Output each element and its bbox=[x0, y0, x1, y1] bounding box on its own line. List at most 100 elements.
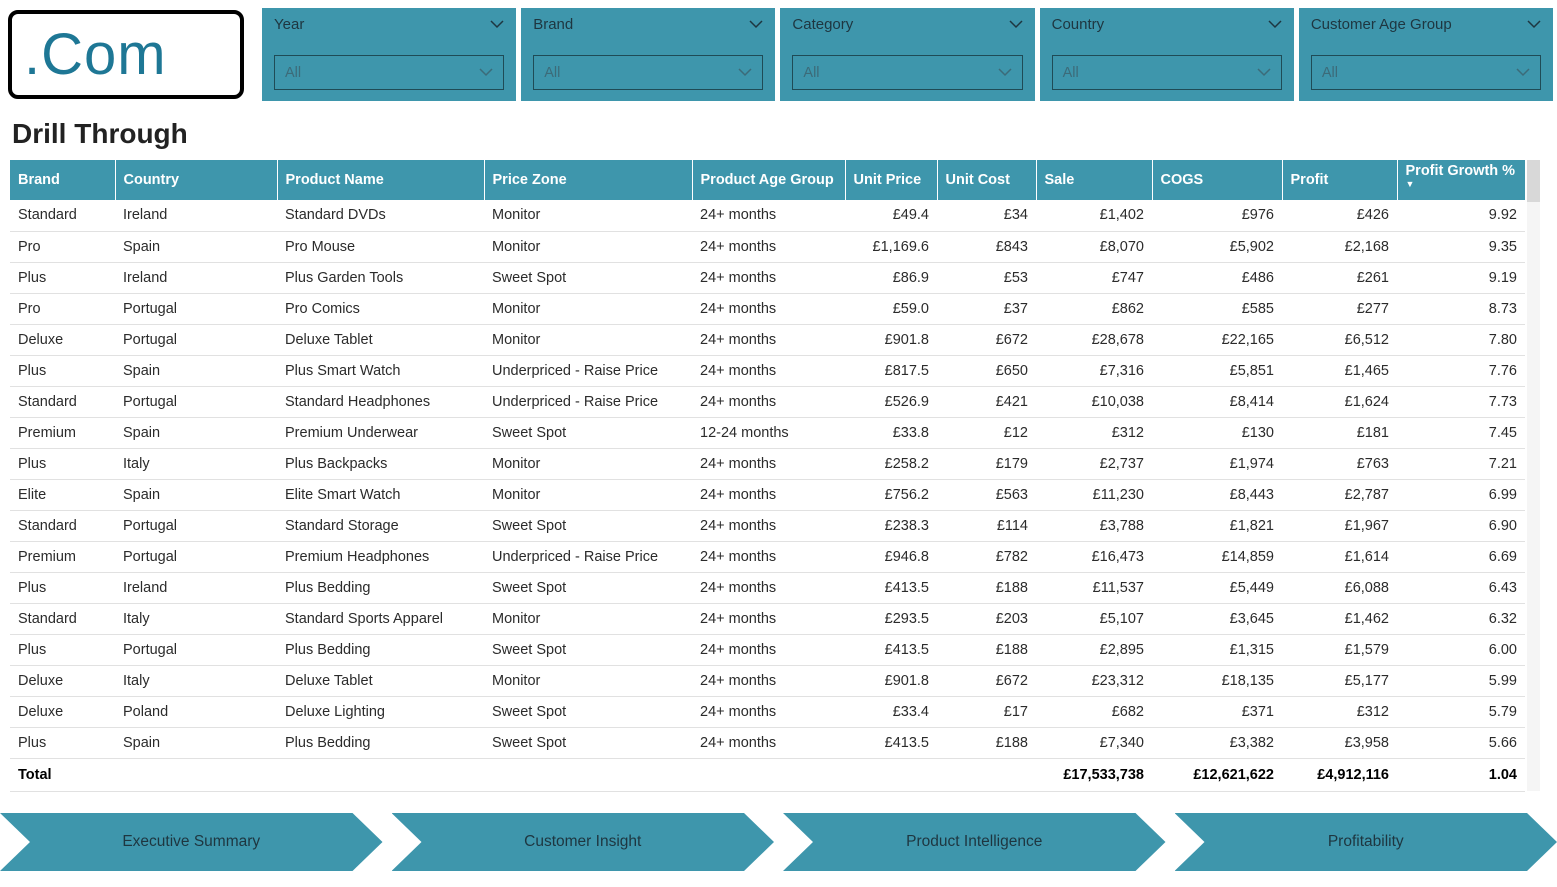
nav-bar: Executive Summary Customer Insight Produ… bbox=[0, 813, 1557, 871]
slicer-brand: Brand All bbox=[521, 8, 776, 101]
page-title: Drill Through bbox=[12, 118, 188, 149]
cell-product-name: Premium Headphones bbox=[277, 541, 484, 573]
chevron-down-icon[interactable] bbox=[749, 20, 763, 29]
slicer-year-dropdown[interactable]: All bbox=[274, 55, 505, 90]
cell-price-zone: Sweet Spot bbox=[484, 417, 692, 449]
cell-product-name: Premium Underwear bbox=[277, 417, 484, 449]
cell-sale: £1,402 bbox=[1036, 200, 1152, 232]
cell-brand: Plus bbox=[10, 634, 115, 666]
cell-country: Ireland bbox=[115, 200, 277, 232]
cell-profit: £1,967 bbox=[1282, 510, 1397, 542]
table-header-row: Brand Country Product Name Price Zone Pr… bbox=[10, 160, 1525, 200]
nav-executive-summary[interactable]: Executive Summary bbox=[0, 813, 383, 871]
slicer-country-dropdown[interactable]: All bbox=[1051, 55, 1282, 90]
sort-desc-icon: ▼ bbox=[1405, 179, 1415, 189]
col-unit-cost[interactable]: Unit Cost bbox=[937, 160, 1037, 200]
cell-profit-growth: 9.19 bbox=[1397, 262, 1525, 294]
slicer-brand-dropdown[interactable]: All bbox=[533, 55, 764, 90]
cell-price-zone: Sweet Spot bbox=[484, 262, 692, 294]
slicer-country-header[interactable]: Country bbox=[1052, 16, 1282, 33]
cell-cogs: £5,851 bbox=[1152, 355, 1282, 387]
table-row[interactable]: Deluxe Poland Deluxe Lighting Sweet Spot 24+… bbox=[10, 696, 1525, 728]
cell-sale: £11,537 bbox=[1036, 572, 1152, 604]
col-unit-price[interactable]: Unit Price bbox=[845, 160, 938, 200]
cell-unit-cost: £17 bbox=[937, 696, 1036, 728]
cell-cogs: £1,974 bbox=[1152, 448, 1282, 480]
table-row[interactable]: Deluxe Portugal Deluxe Tablet Monitor 24+ mo… bbox=[10, 324, 1525, 356]
col-sale[interactable]: Sale bbox=[1036, 160, 1153, 200]
cell-unit-cost: £53 bbox=[937, 262, 1036, 294]
cell-profit: £277 bbox=[1282, 293, 1397, 325]
nav-product-intelligence[interactable]: Product Intelligence bbox=[783, 813, 1166, 871]
table-row[interactable]: Standard Portugal Standard Headphones Under… bbox=[10, 386, 1525, 418]
cell-country: Portugal bbox=[115, 293, 277, 325]
chevron-down-icon[interactable] bbox=[1268, 20, 1282, 29]
cell-price-zone: Underpriced - Raise Price bbox=[484, 355, 692, 387]
drill-through-table: Brand Country Product Name Price Zone Pr… bbox=[10, 160, 1525, 792]
table-row[interactable]: Pro Portugal Pro Comics Monitor 24+ months £5… bbox=[10, 293, 1525, 325]
cell-sale: £28,678 bbox=[1036, 324, 1152, 356]
cell-unit-price: £901.8 bbox=[845, 665, 937, 697]
cell-unit-price: £258.2 bbox=[845, 448, 937, 480]
table-body: Standard Ireland Standard DVDs Monitor 24+ m… bbox=[10, 200, 1525, 759]
cell-sale: £862 bbox=[1036, 293, 1152, 325]
cell-cogs: £1,315 bbox=[1152, 634, 1282, 666]
cell-product-name: Plus Bedding bbox=[277, 727, 484, 759]
table-row[interactable]: Elite Spain Elite Smart Watch Monitor 24+ mo… bbox=[10, 479, 1525, 511]
table-row[interactable]: Premium Spain Premium Underwear Sweet Spot 1… bbox=[10, 417, 1525, 449]
chevron-down-icon[interactable] bbox=[490, 20, 504, 29]
cell-product-name: Elite Smart Watch bbox=[277, 479, 484, 511]
cell-product-age-group: 24+ months bbox=[692, 665, 845, 697]
cell-country: Italy bbox=[115, 448, 277, 480]
cell-cogs: £14,859 bbox=[1152, 541, 1282, 573]
nav-customer-insight[interactable]: Customer Insight bbox=[392, 813, 775, 871]
table-row[interactable]: Deluxe Italy Deluxe Tablet Monitor 24+ month… bbox=[10, 665, 1525, 697]
cell-product-age-group: 24+ months bbox=[692, 262, 845, 294]
chevron-down-icon[interactable] bbox=[1527, 20, 1541, 29]
slicer-customer-age-group-dropdown[interactable]: All bbox=[1310, 55, 1542, 90]
table-row[interactable]: Standard Italy Standard Sports Apparel Moni… bbox=[10, 603, 1525, 635]
col-brand[interactable]: Brand bbox=[10, 160, 116, 200]
col-product-age-group[interactable]: Product Age Group bbox=[692, 160, 846, 200]
nav-profitability[interactable]: Profitability bbox=[1175, 813, 1557, 871]
cell-product-age-group: 24+ months bbox=[692, 355, 845, 387]
col-price-zone[interactable]: Price Zone bbox=[484, 160, 693, 200]
cell-product-age-group: 12-24 months bbox=[692, 417, 845, 449]
slicer-category-header[interactable]: Category bbox=[792, 16, 1023, 33]
nav-label: Customer Insight bbox=[524, 833, 642, 850]
cell-product-age-group: 24+ months bbox=[692, 386, 845, 418]
cell-product-name: Deluxe Lighting bbox=[277, 696, 484, 728]
slicer-category-dropdown[interactable]: All bbox=[792, 55, 1023, 90]
cell-product-name: Plus Bedding bbox=[277, 572, 484, 604]
slicer-year-header[interactable]: Year bbox=[274, 16, 504, 33]
col-cogs[interactable]: COGS bbox=[1152, 160, 1283, 200]
table-row[interactable]: Plus Ireland Plus Bedding Sweet Spot 24+ mon… bbox=[10, 572, 1525, 604]
col-profit-growth[interactable]: Profit Growth % ▼ bbox=[1397, 160, 1525, 200]
table-row[interactable]: Plus Spain Plus Bedding Sweet Spot 24+ month… bbox=[10, 727, 1525, 759]
scrollbar-thumb[interactable] bbox=[1527, 160, 1540, 202]
cell-country: Portugal bbox=[115, 634, 277, 666]
table-row[interactable]: Premium Portugal Premium Headphones Underpr… bbox=[10, 541, 1525, 573]
table-row[interactable]: Plus Portugal Plus Bedding Sweet Spot 24+ mo… bbox=[10, 634, 1525, 666]
table-row[interactable]: Standard Portugal Standard Storage Sweet Sp… bbox=[10, 510, 1525, 542]
cell-sale: £7,340 bbox=[1036, 727, 1152, 759]
table-row[interactable]: Plus Ireland Plus Garden Tools Sweet Spot 24… bbox=[10, 262, 1525, 294]
slicer-customer-age-group-header[interactable]: Customer Age Group bbox=[1311, 16, 1541, 33]
col-product-name[interactable]: Product Name bbox=[277, 160, 485, 200]
cell-product-name: Plus Garden Tools bbox=[277, 262, 484, 294]
col-profit[interactable]: Profit bbox=[1282, 160, 1398, 200]
table-row[interactable]: Standard Ireland Standard DVDs Monitor 24+ m… bbox=[10, 200, 1525, 232]
cell-sale: £11,230 bbox=[1036, 479, 1152, 511]
table-row[interactable]: Plus Spain Plus Smart Watch Underpriced - R… bbox=[10, 355, 1525, 387]
cell-profit: £1,465 bbox=[1282, 355, 1397, 387]
table-row[interactable]: Plus Italy Plus Backpacks Monitor 24+ months… bbox=[10, 448, 1525, 480]
table-scrollbar[interactable] bbox=[1527, 160, 1540, 791]
chevron-down-icon[interactable] bbox=[1009, 20, 1023, 29]
slicer-brand-header[interactable]: Brand bbox=[533, 16, 763, 33]
col-country[interactable]: Country bbox=[115, 160, 278, 200]
cell-unit-price: £238.3 bbox=[845, 510, 937, 542]
total-sale: £17,533,738 bbox=[1036, 757, 1152, 792]
cell-sale: £8,070 bbox=[1036, 231, 1152, 263]
cell-country: Ireland bbox=[115, 572, 277, 604]
table-row[interactable]: Pro Spain Pro Mouse Monitor 24+ months £1,169… bbox=[10, 231, 1525, 263]
